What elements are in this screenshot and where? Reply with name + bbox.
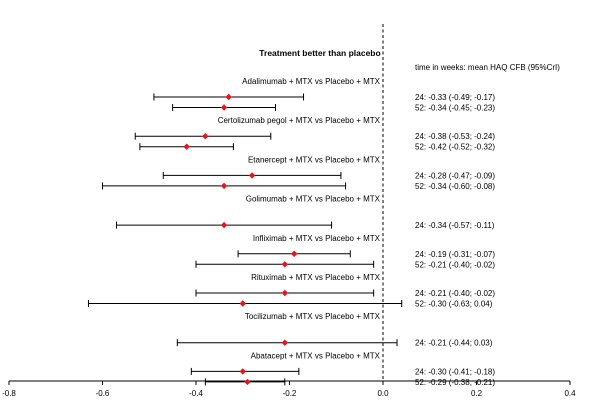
estimate-text: 24: -0.34 (-0.57; -0.11) <box>415 221 495 230</box>
forest-group: Tocilizumab + MTX vs Placebo + MTX 24: -0… <box>176 312 493 348</box>
estimate-text: 24: -0.38 (-0.53; -0.24) <box>415 132 495 141</box>
group-label: Golimumab + MTX vs Placebo + MTX <box>246 195 381 204</box>
x-tick-label: -0.2 <box>283 389 297 398</box>
point-estimate-marker <box>220 182 228 190</box>
forest-group: Golimumab + MTX vs Placebo + MTX 24: -0.3… <box>116 195 495 230</box>
forest-groups: Adalimumab + MTX vs Placebo + MTX 24: -0.… <box>87 77 495 387</box>
estimate-text: 24: -0.30 (-0.41; -0.18) <box>415 367 495 376</box>
forest-group: Infliximab + MTX vs Placebo + MTX 24: -0.… <box>195 234 495 269</box>
x-tick-label: -0.6 <box>96 389 110 398</box>
estimate-text: 52: -0.42 (-0.52; -0.32) <box>415 143 495 152</box>
estimate-text: 52: -0.21 (-0.40; -0.02) <box>415 260 495 269</box>
legend-title: time in weeks: mean HAQ CFB (95%CrI) <box>415 63 560 72</box>
estimate-text: 24: -0.19 (-0.31; -0.07) <box>415 250 495 259</box>
estimate-text: 24: -0.28 (-0.47; -0.09) <box>415 171 495 180</box>
x-axis: -0.8 -0.6 -0.4 -0.2 0.0 0.2 0.4 <box>2 380 576 398</box>
point-estimate-marker <box>281 339 289 346</box>
x-tick-label: -0.4 <box>189 389 203 398</box>
point-estimate-marker <box>239 368 246 375</box>
point-estimate-marker <box>281 261 289 268</box>
forest-group: Etanercept + MTX vs Placebo + MTX 24: -0.… <box>102 155 495 191</box>
group-label: Infliximab + MTX vs Placebo + MTX <box>253 234 381 243</box>
forest-group: Adalimumab + MTX vs Placebo + MTX 24: -0.… <box>153 77 495 113</box>
estimate-text: 52: -0.34 (-0.60; -0.08) <box>415 182 495 191</box>
forest-group: Abatacept + MTX vs Placebo + MTX 24: -0.3… <box>190 351 495 387</box>
point-estimate-marker <box>239 300 246 307</box>
estimate-text: 24: -0.21 (-0.44; 0.03) <box>415 339 493 348</box>
point-estimate-marker <box>244 378 251 386</box>
point-estimate-marker <box>225 93 232 101</box>
estimate-text: 24: -0.33 (-0.49; -0.17) <box>415 93 495 102</box>
estimate-text: 52: -0.29 (-0.38; -0.21) <box>415 378 495 387</box>
x-tick-label: 0.0 <box>377 389 389 398</box>
estimate-text: 52: -0.34 (-0.45; -0.23) <box>415 104 495 113</box>
x-tick-label: 0.2 <box>471 389 483 398</box>
estimate-text: 24: -0.21 (-0.40; -0.02) <box>415 289 495 298</box>
point-estimate-marker <box>220 221 228 229</box>
chart-header: Treatment better than placebo <box>259 48 380 58</box>
group-label: Etanercept + MTX vs Placebo + MTX <box>248 155 381 164</box>
x-tick-label: -0.8 <box>2 389 16 398</box>
group-label: Certolizumab pegol + MTX vs Placebo + MT… <box>218 116 381 125</box>
point-estimate-marker <box>183 143 190 150</box>
forest-group: Rituximab + MTX vs Placebo + MTX 24: -0.2… <box>87 273 495 309</box>
estimate-text: 52: -0.30 (-0.63; 0.04) <box>415 300 493 309</box>
group-label: Rituximab + MTX vs Placebo + MTX <box>251 273 381 282</box>
group-label: Tocilizumab + MTX vs Placebo + MTX <box>245 312 381 321</box>
point-estimate-marker <box>220 104 228 111</box>
group-label: Adalimumab + MTX vs Placebo + MTX <box>242 77 380 86</box>
point-estimate-marker <box>281 289 289 297</box>
point-estimate-marker <box>202 133 209 140</box>
group-label: Abatacept + MTX vs Placebo + MTX <box>251 351 381 360</box>
x-tick-label: 0.4 <box>564 389 576 398</box>
point-estimate-marker <box>290 250 298 257</box>
point-estimate-marker <box>248 172 256 179</box>
forest-group: Certolizumab pegol + MTX vs Placebo + MT… <box>134 116 495 152</box>
